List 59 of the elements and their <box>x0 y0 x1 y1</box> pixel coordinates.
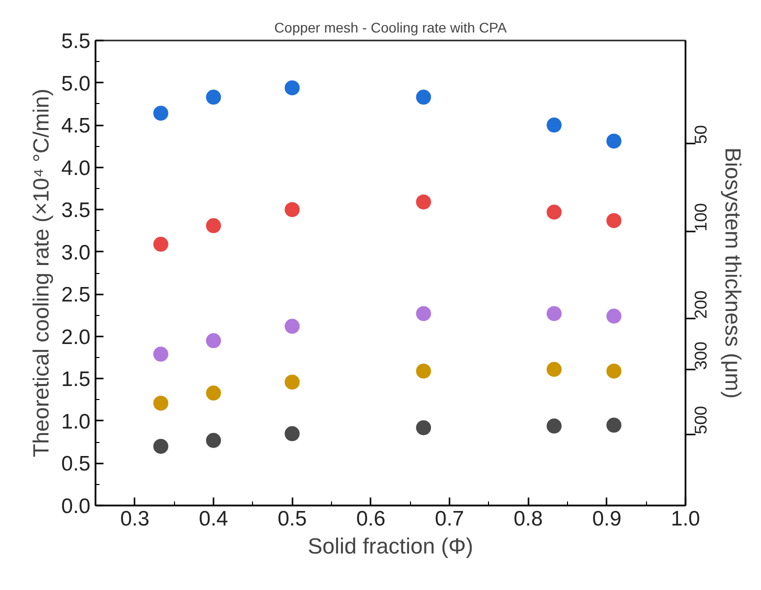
point <box>546 306 562 322</box>
x-axis-title: Solid fraction (Φ) <box>308 534 474 558</box>
y2-tick-label: 500 <box>692 406 710 434</box>
point <box>206 386 221 401</box>
x-tick-label: 0.4 <box>198 508 228 530</box>
point <box>606 418 622 433</box>
x-tick-label: 0.6 <box>356 508 386 530</box>
point <box>606 213 622 228</box>
point <box>284 374 300 390</box>
y-tick-label: 1.0 <box>61 410 91 434</box>
point <box>606 364 622 379</box>
point <box>153 346 168 362</box>
y-tick-label: 4.0 <box>61 156 91 180</box>
point <box>416 306 432 322</box>
y-tick-label: 5.5 <box>61 30 91 53</box>
y-tick-label: 0.5 <box>61 452 91 476</box>
point <box>546 204 562 220</box>
point <box>284 80 300 96</box>
point <box>284 318 300 334</box>
y-tick-label: 4.5 <box>61 114 91 138</box>
point <box>416 364 432 379</box>
y-tick-label: 2.5 <box>61 284 91 307</box>
point <box>153 396 168 411</box>
point <box>284 426 300 442</box>
point <box>153 106 168 121</box>
point <box>284 202 300 218</box>
point <box>416 420 432 436</box>
point <box>206 218 221 234</box>
x-tick-label: 1.0 <box>670 508 700 530</box>
y2-axis-title: Biosystem thickness (μm) <box>720 147 746 399</box>
y-axis-title: Theoretical cooling rate (×10⁴ °C/min) <box>28 88 54 458</box>
point <box>153 438 168 454</box>
y2-tick-label: 100 <box>692 202 710 232</box>
chart-title: Copper mesh - Cooling rate with CPA <box>274 20 508 36</box>
point <box>153 236 168 252</box>
point <box>416 194 432 210</box>
point <box>546 362 562 377</box>
y2-tick-label: 200 <box>692 290 710 319</box>
x-tick-label: 0.5 <box>278 508 307 530</box>
x-tick-label: 0.8 <box>514 508 543 530</box>
x-tick-label: 0.9 <box>592 508 622 530</box>
point <box>606 134 622 149</box>
x-tick-label: 0.3 <box>120 508 150 530</box>
point <box>206 432 221 448</box>
y2-tick-label: 50 <box>692 125 710 144</box>
point <box>416 90 432 105</box>
point <box>606 308 622 324</box>
y-tick-label: 5.0 <box>61 72 91 96</box>
y-tick-label: 1.5 <box>61 368 91 392</box>
x-tick-label: 0.7 <box>434 508 464 530</box>
point <box>546 418 562 434</box>
y-tick-label: 0.0 <box>61 495 91 518</box>
point <box>546 118 562 133</box>
point <box>206 333 221 348</box>
y-tick-label: 2.0 <box>61 326 91 349</box>
point <box>206 90 221 105</box>
y2-tick-label: 300 <box>692 341 710 370</box>
y-tick-label: 3.5 <box>61 199 91 222</box>
y-tick-label: 3.0 <box>61 241 91 264</box>
